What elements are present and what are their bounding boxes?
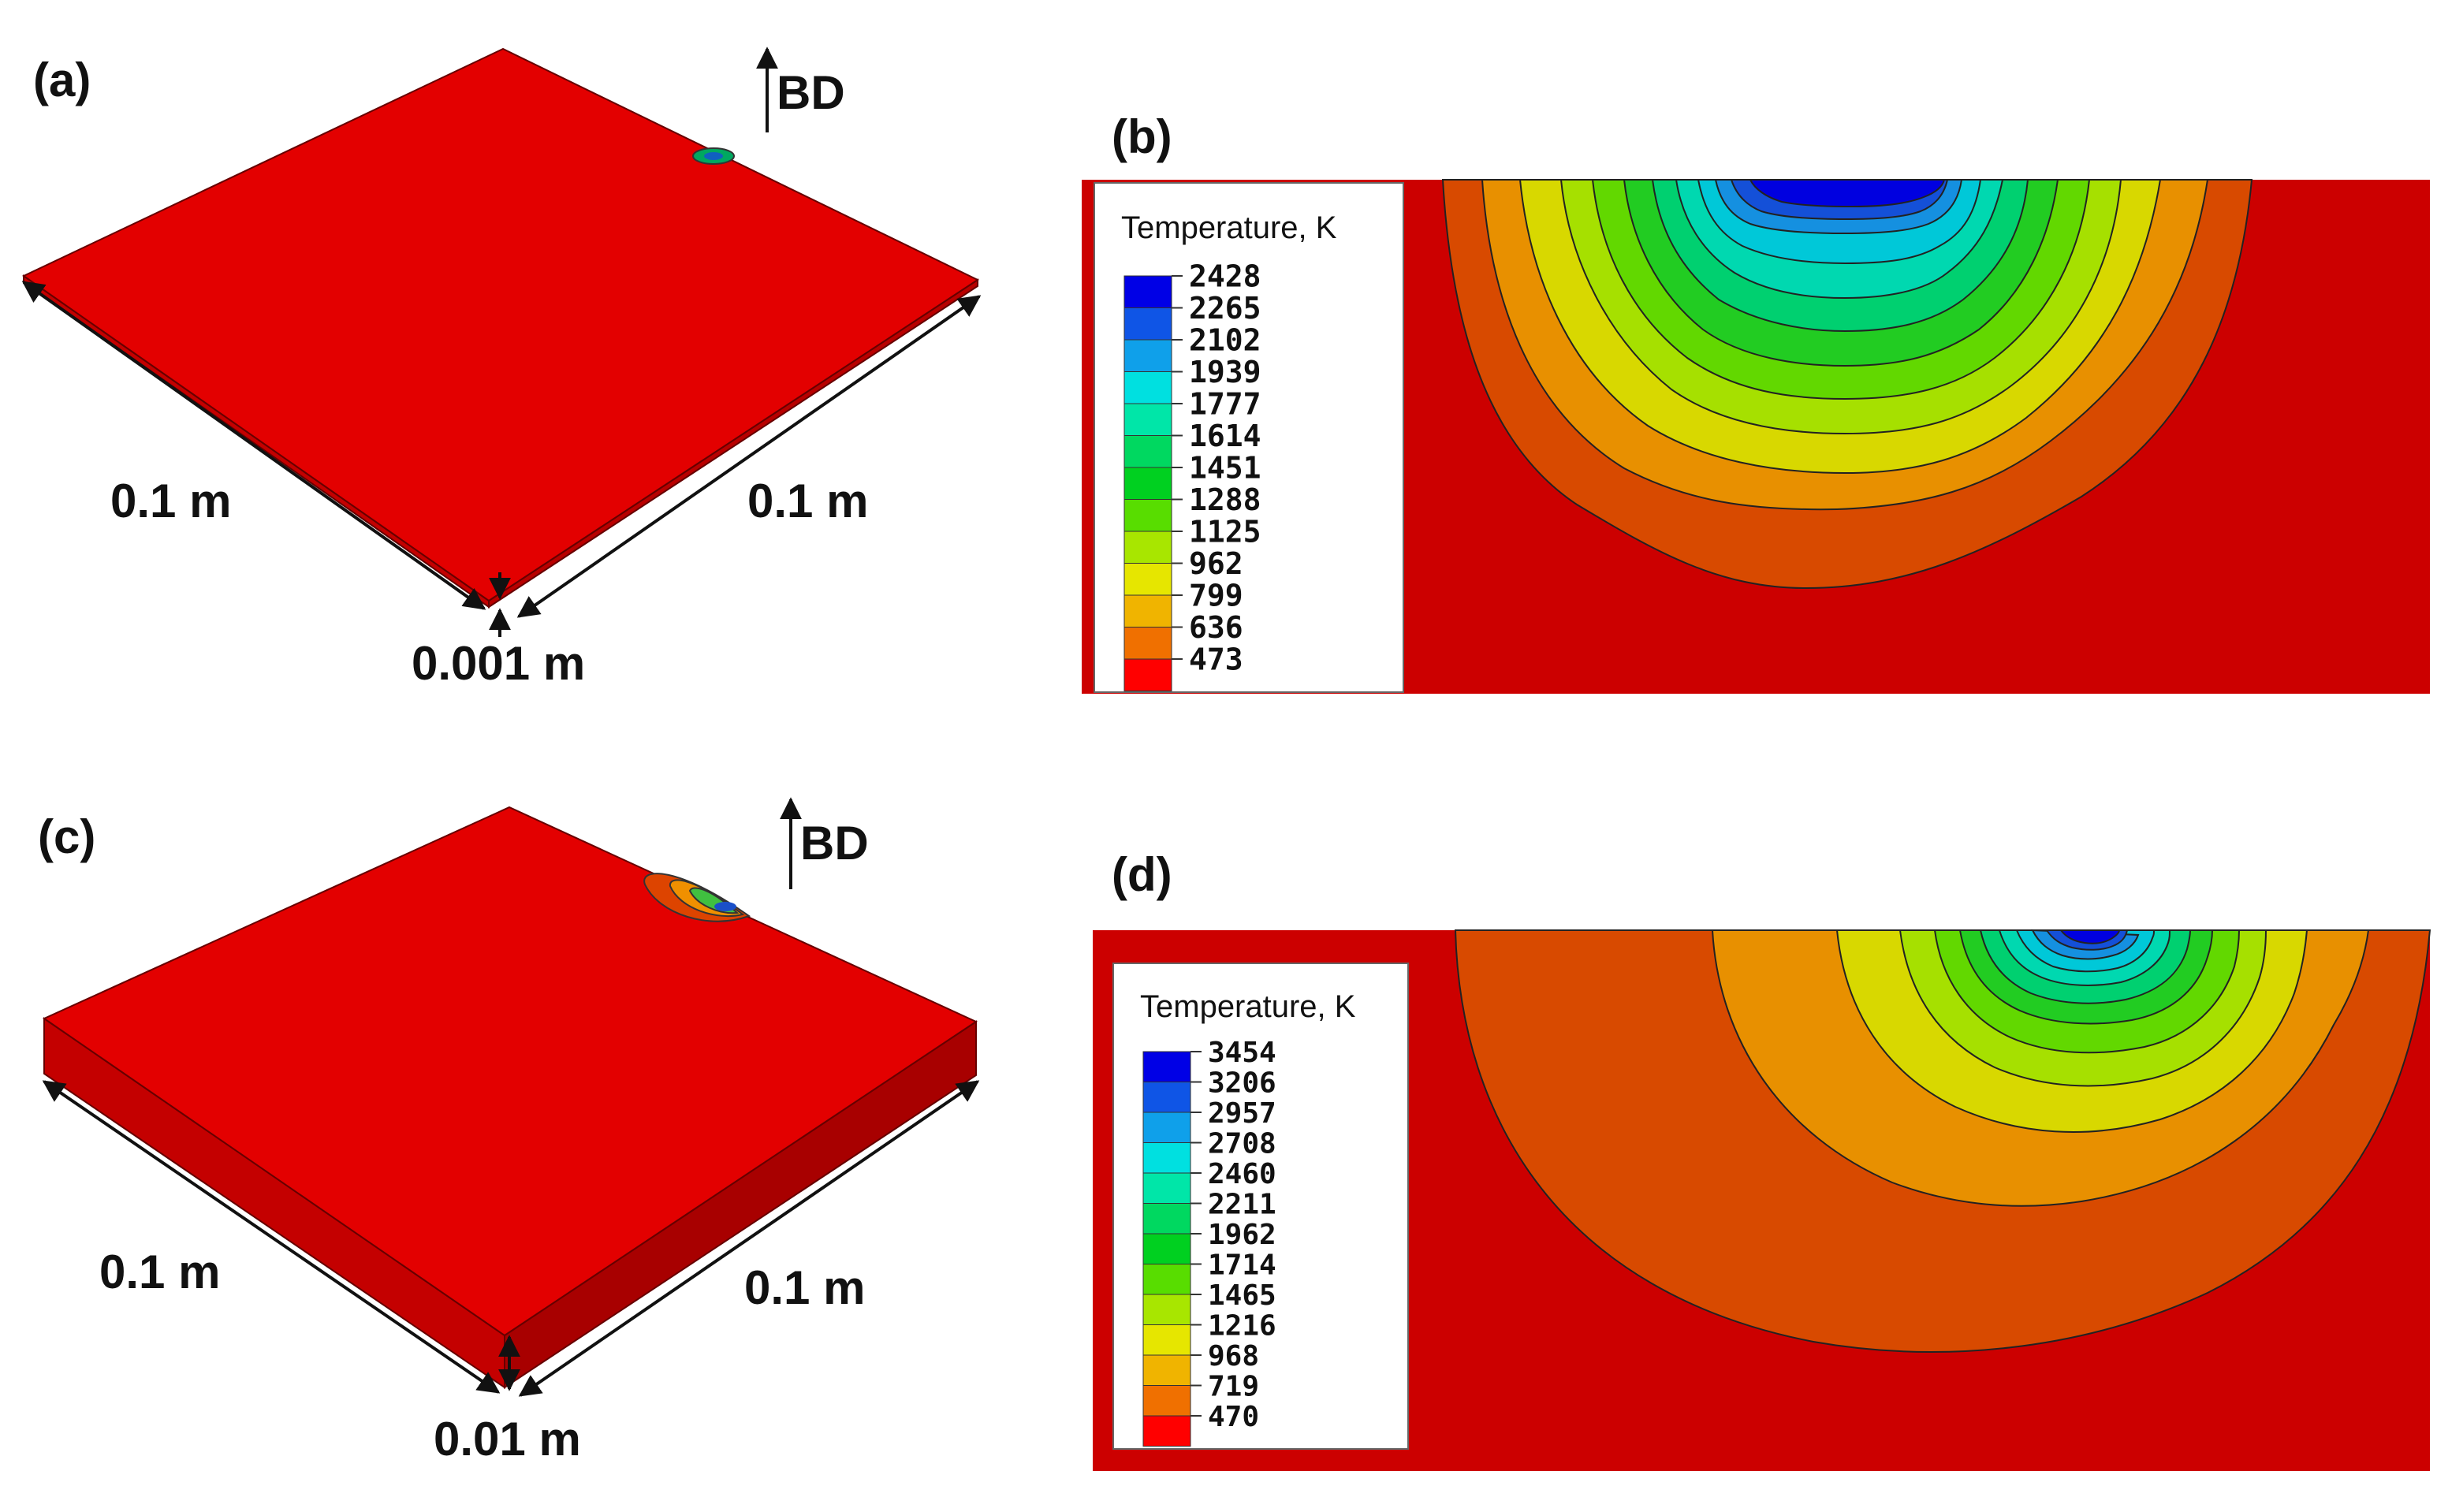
- dim-thickness-label-a: 0.001 m: [412, 637, 585, 690]
- legend-b-value: 2102: [1189, 323, 1261, 358]
- legend-b-swatch: [1123, 658, 1172, 691]
- dim-left-label-a: 0.1 m: [110, 475, 231, 527]
- legend-d: Temperature, K 3454320629572708246022111…: [1112, 963, 1409, 1450]
- legend-b-swatch: [1123, 371, 1172, 404]
- legend-b-swatch: [1123, 531, 1172, 564]
- legend-b-swatch: [1123, 435, 1172, 468]
- legend-d-value: 3206: [1208, 1067, 1276, 1099]
- contour-d-bands: [1454, 929, 2431, 1353]
- dim-thickness-label-c: 0.01 m: [434, 1413, 581, 1465]
- legend-b-value: 1939: [1189, 355, 1261, 389]
- dim-right-arrow-c: [518, 1080, 980, 1397]
- legend-b-value: 2428: [1189, 259, 1261, 294]
- dim-left-label-c: 0.1 m: [99, 1246, 220, 1298]
- legend-b-title: Temperature, K: [1121, 210, 1337, 245]
- legend-d-value: 1714: [1208, 1249, 1276, 1281]
- legend-d-value: 1962: [1208, 1219, 1276, 1251]
- panel-a-label: (a): [33, 54, 91, 106]
- legend-d-swatch: [1142, 1142, 1191, 1174]
- legend-b-swatch: [1123, 627, 1172, 660]
- legend-b-value: 1125: [1189, 515, 1261, 549]
- legend-d-swatch: [1142, 1233, 1191, 1264]
- dim-right-label-c: 0.1 m: [744, 1261, 865, 1314]
- contour-d-band-3454: [2059, 929, 2121, 944]
- legend-b-value: 1614: [1189, 419, 1261, 453]
- legend-b-swatch: [1123, 275, 1172, 308]
- legend-d-swatch: [1142, 1203, 1191, 1235]
- legend-b-value: 1451: [1189, 451, 1261, 486]
- legend-b-swatch: [1123, 467, 1172, 500]
- legend-d-swatch: [1142, 1324, 1191, 1356]
- legend-d-value: 3454: [1208, 1037, 1276, 1069]
- legend-d-value: 470: [1208, 1401, 1259, 1433]
- legend-b-value: 962: [1189, 546, 1243, 581]
- legend-b-items: 2428226521021939177716141451128811259627…: [1123, 259, 1261, 691]
- legend-b: Temperature, K 2428226521021939177716141…: [1094, 182, 1404, 693]
- legend-b-value: 1777: [1189, 387, 1261, 422]
- legend-d-value: 2460: [1208, 1158, 1276, 1190]
- bd-label-c: BD: [800, 817, 869, 870]
- legend-d-value: 2957: [1208, 1097, 1276, 1130]
- dim-left-arrow-a: [21, 281, 486, 610]
- legend-d-value: 719: [1208, 1370, 1259, 1402]
- legend-d-value: 1216: [1208, 1309, 1276, 1342]
- panel-b-label: (b): [1112, 110, 1172, 163]
- legend-d-swatch: [1142, 1264, 1191, 1295]
- legend-d-value: 2211: [1208, 1188, 1276, 1220]
- legend-d-swatch: [1142, 1172, 1191, 1204]
- legend-d-swatch: [1142, 1354, 1191, 1386]
- legend-d-value: 2708: [1208, 1127, 1276, 1160]
- legend-d-swatch: [1142, 1294, 1191, 1325]
- legend-b-swatch: [1123, 307, 1172, 341]
- melt-pool-a-core: [704, 152, 723, 160]
- legend-b-swatch: [1123, 563, 1172, 596]
- legend-b-value: 473: [1189, 642, 1243, 677]
- legend-b-swatch: [1123, 594, 1172, 628]
- legend-d-swatch: [1142, 1385, 1191, 1417]
- legend-d-swatch: [1142, 1082, 1191, 1113]
- legend-d-swatch: [1142, 1051, 1191, 1082]
- panel-c-label: (c): [38, 810, 95, 863]
- legend-b-swatch: [1123, 499, 1172, 532]
- contour-b-band-2428: [1749, 179, 1946, 208]
- legend-d-items: 3454320629572708246022111962171414651216…: [1142, 1037, 1276, 1447]
- dim-right-label-a: 0.1 m: [747, 475, 868, 527]
- panel-b: (b) Temperature, K 242822652102193917771…: [1082, 110, 2430, 694]
- legend-b-value: 2265: [1189, 291, 1261, 326]
- panel-d-label: (d): [1112, 848, 1172, 901]
- contour-b-bands: [1441, 179, 2253, 590]
- melt-pool-c-core: [714, 902, 736, 911]
- panel-a: (a) BD 0.1 m 0.1 m 0.001 m: [21, 47, 982, 690]
- legend-b-swatch: [1123, 403, 1172, 436]
- legend-d-value: 968: [1208, 1340, 1259, 1372]
- legend-d-swatch: [1142, 1415, 1191, 1447]
- legend-b-swatch: [1123, 339, 1172, 372]
- legend-d-value: 1465: [1208, 1279, 1276, 1312]
- dim-right-arrow-a: [516, 295, 982, 618]
- legend-b-value: 799: [1189, 579, 1243, 613]
- legend-b-value: 1288: [1189, 482, 1261, 517]
- panel-d: (d) Temperature, K 345432062957270824602…: [1093, 848, 2431, 1471]
- legend-b-value: 636: [1189, 610, 1243, 645]
- legend-d-title: Temperature, K: [1140, 989, 1356, 1024]
- dim-left-arrow-c: [42, 1080, 501, 1394]
- bd-label-a: BD: [777, 66, 845, 119]
- legend-d-swatch: [1142, 1112, 1191, 1143]
- panel-c: (c) BD 0.1 m 0.1 m 0.01 m: [38, 797, 980, 1465]
